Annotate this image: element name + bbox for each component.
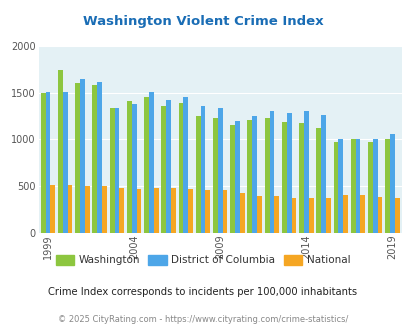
Bar — [239, 193, 244, 233]
Bar — [384, 139, 389, 233]
Bar — [230, 125, 234, 233]
Bar — [320, 115, 325, 233]
Bar — [166, 100, 171, 233]
Bar — [342, 195, 347, 233]
Bar — [394, 198, 399, 233]
Bar — [195, 116, 200, 233]
Bar — [217, 108, 222, 233]
Bar — [153, 188, 158, 233]
Bar — [200, 106, 205, 233]
Bar — [50, 185, 55, 233]
Bar — [127, 101, 131, 233]
Bar — [205, 190, 210, 233]
Bar — [131, 104, 136, 233]
Bar — [325, 198, 330, 233]
Bar — [58, 70, 63, 233]
Bar — [377, 197, 382, 233]
Legend: Washington, District of Columbia, National: Washington, District of Columbia, Nation… — [51, 251, 354, 270]
Bar — [161, 106, 166, 233]
Bar — [63, 92, 68, 233]
Bar — [85, 185, 90, 233]
Bar — [298, 123, 303, 233]
Bar — [269, 112, 274, 233]
Bar — [286, 113, 291, 233]
Bar — [102, 186, 107, 233]
Bar — [80, 79, 85, 233]
Bar — [92, 85, 97, 233]
Bar — [213, 118, 217, 233]
Bar — [264, 118, 269, 233]
Bar — [183, 97, 188, 233]
Bar — [355, 139, 360, 233]
Bar — [222, 190, 227, 233]
Bar — [109, 108, 114, 233]
Bar — [144, 97, 149, 233]
Bar — [41, 93, 45, 233]
Bar — [333, 142, 337, 233]
Bar — [45, 92, 50, 233]
Bar — [308, 198, 313, 233]
Bar — [114, 108, 119, 233]
Bar — [291, 198, 296, 233]
Bar — [350, 139, 355, 233]
Bar — [372, 139, 377, 233]
Bar — [188, 189, 192, 233]
Bar — [252, 116, 256, 233]
Bar — [303, 112, 308, 233]
Bar — [68, 185, 72, 233]
Bar — [171, 188, 175, 233]
Bar — [315, 128, 320, 233]
Bar — [136, 189, 141, 233]
Bar — [360, 195, 364, 233]
Text: © 2025 CityRating.com - https://www.cityrating.com/crime-statistics/: © 2025 CityRating.com - https://www.city… — [58, 315, 347, 324]
Bar — [281, 122, 286, 233]
Bar — [247, 120, 252, 233]
Bar — [389, 134, 394, 233]
Text: Washington Violent Crime Index: Washington Violent Crime Index — [83, 15, 322, 28]
Bar — [256, 196, 261, 233]
Bar — [119, 188, 124, 233]
Bar — [75, 82, 80, 233]
Text: Crime Index corresponds to incidents per 100,000 inhabitants: Crime Index corresponds to incidents per… — [48, 287, 357, 297]
Bar — [234, 121, 239, 233]
Bar — [178, 103, 183, 233]
Bar — [97, 82, 102, 233]
Bar — [149, 92, 153, 233]
Bar — [337, 139, 342, 233]
Bar — [367, 142, 372, 233]
Bar — [274, 196, 279, 233]
